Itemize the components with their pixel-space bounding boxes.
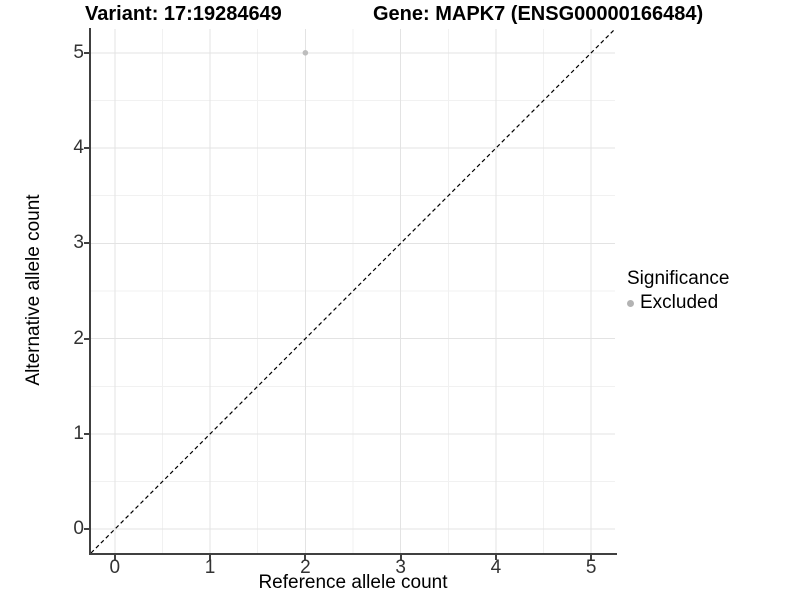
identity-reference-line [90, 28, 616, 554]
y-tick-mark [84, 337, 89, 340]
x-tick-label: 3 [395, 557, 406, 578]
y-axis-title: Alternative allele count [23, 194, 44, 386]
x-tick-mark [113, 555, 116, 560]
x-tick-label: 4 [490, 557, 502, 578]
x-axis-title: Reference allele count [258, 572, 448, 593]
x-tick-label: 0 [109, 557, 121, 578]
legend-entry-excluded: Excluded [627, 292, 729, 314]
x-tick-mark [209, 555, 212, 560]
x-tick-mark [590, 555, 593, 560]
x-tick-label: 2 [300, 557, 311, 578]
y-axis-line [89, 28, 91, 555]
y-tick-label: 3 [73, 232, 84, 254]
y-tick-mark [84, 51, 89, 54]
y-tick-mark [84, 242, 89, 245]
y-tick-mark [84, 147, 89, 150]
x-tick-mark [494, 555, 497, 560]
y-tick-label: 0 [73, 518, 84, 540]
y-tick-mark [84, 432, 89, 435]
y-tick-label: 1 [73, 422, 84, 444]
x-axis-line [89, 553, 617, 555]
data-point [302, 50, 309, 56]
plot-title-variant: Variant: 17:19284649 [85, 3, 282, 25]
x-tick-mark [304, 555, 307, 560]
legend-entry-label: Excluded [640, 292, 719, 313]
plot-area-svg [90, 28, 616, 554]
excluded-point-icon [627, 299, 634, 307]
y-tick-label: 2 [73, 327, 84, 349]
y-tick-label: 4 [73, 137, 84, 159]
plot-panel [90, 28, 616, 554]
x-tick-label: 5 [585, 557, 597, 578]
plot-title-gene: Gene: MAPK7 (ENSG00000166484) [373, 3, 704, 25]
legend: Significance Excluded [627, 268, 729, 314]
y-tick-label: 5 [73, 41, 84, 63]
y-tick-mark [84, 528, 89, 531]
x-tick-mark [399, 555, 402, 560]
legend-title: Significance [627, 268, 730, 289]
x-tick-label: 1 [204, 557, 216, 578]
